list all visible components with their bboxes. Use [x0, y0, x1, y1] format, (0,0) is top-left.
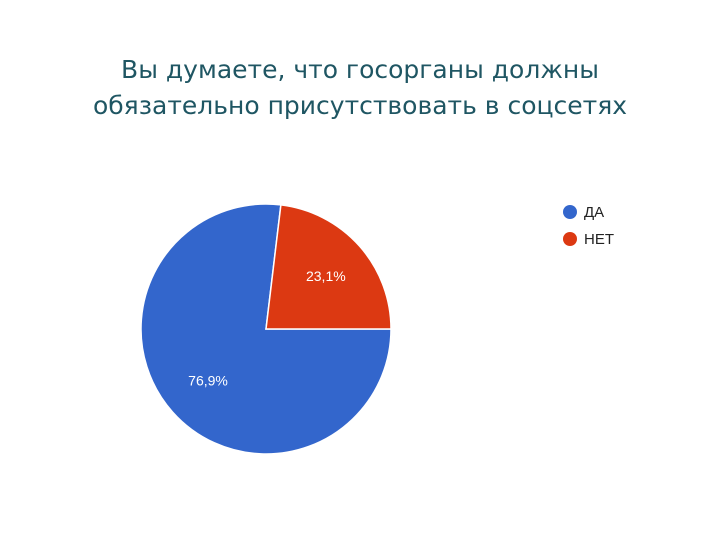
legend-label-2: НЕТ [584, 231, 614, 248]
legend: ДА НЕТ [563, 204, 614, 248]
chart-title-line-2: обязательно присутствовать в соцсетях [92, 91, 628, 120]
legend-swatch-1 [563, 205, 577, 219]
chart-title: Вы думаете, что госорганы должны обязате… [0, 52, 720, 124]
pie-slices [140, 203, 392, 455]
pie-data-labels: 76,9% 23,1% [188, 268, 346, 389]
pie-data-label-1: 76,9% [188, 372, 228, 388]
legend-label-1: ДА [584, 204, 604, 221]
chart-title-line-1: Вы думаете, что госорганы должны [121, 55, 599, 84]
legend-swatch-2 [563, 232, 577, 246]
pie-slice-2 [265, 204, 392, 330]
pie-data-label-2: 23,1% [306, 268, 346, 284]
